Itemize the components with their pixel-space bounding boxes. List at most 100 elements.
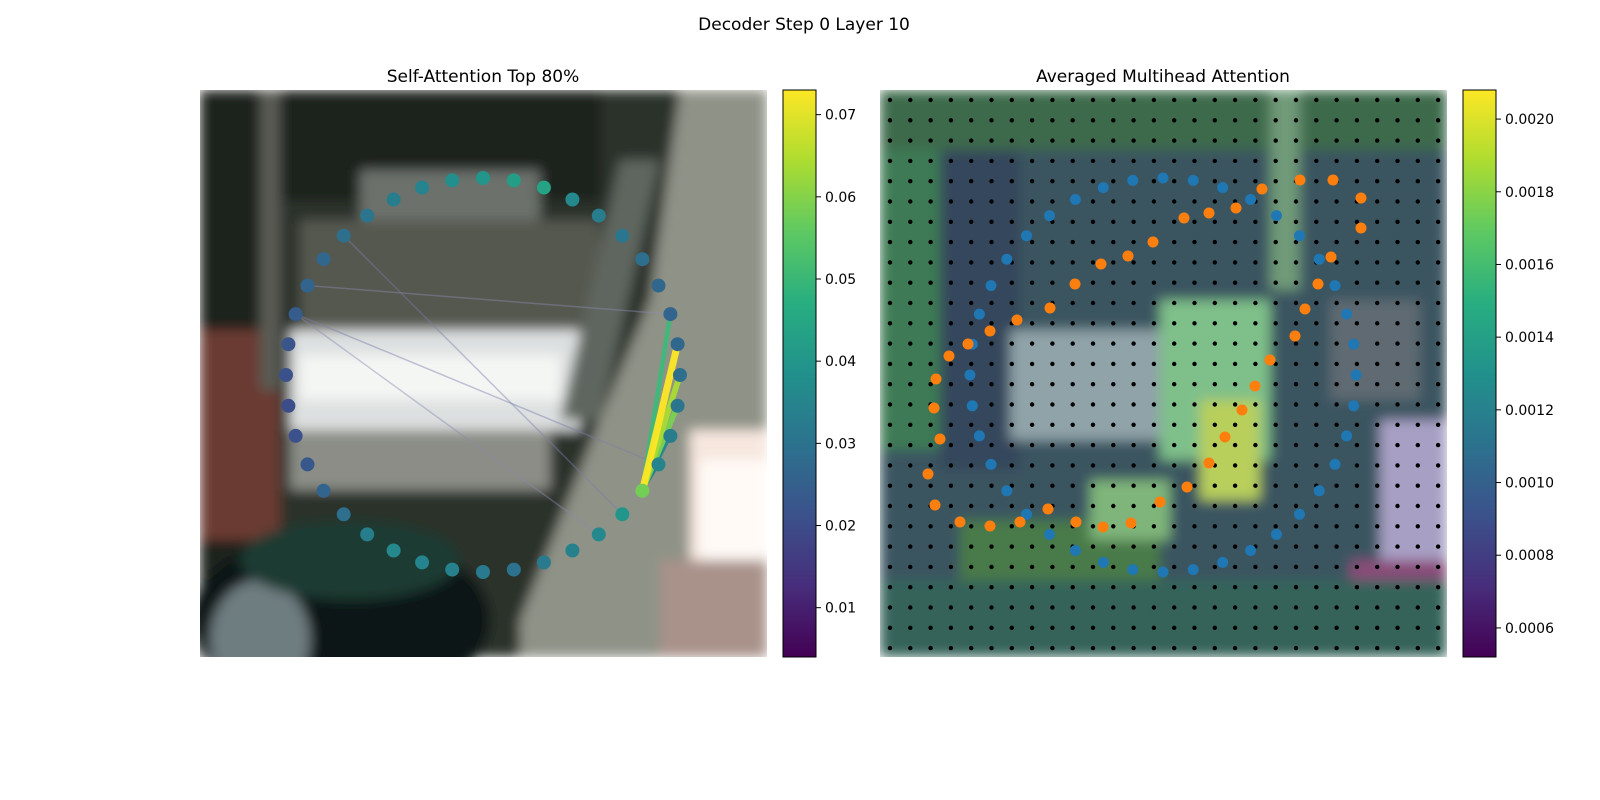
grid-dot	[948, 199, 954, 204]
grid-dot	[948, 280, 954, 285]
grid-dot	[1415, 118, 1421, 123]
query-point	[360, 527, 375, 542]
series-orange-points	[922, 174, 1367, 533]
query-point	[336, 228, 351, 243]
grid-dot	[908, 645, 913, 651]
grid-dot	[1375, 564, 1380, 570]
grid-dot	[1090, 199, 1096, 204]
grid-dot	[1354, 361, 1360, 367]
grid-dot	[1009, 564, 1014, 570]
grid-dot	[1029, 442, 1035, 448]
grid-dot	[1253, 503, 1258, 509]
grid-dot	[1334, 361, 1339, 367]
grid-dot	[1192, 239, 1197, 245]
grid-dot	[1111, 382, 1116, 387]
grid-dot	[948, 524, 954, 529]
grid-dot	[1009, 361, 1014, 367]
grid-dot	[1070, 463, 1075, 468]
grid-dot	[1435, 138, 1441, 143]
grid-dot	[1009, 118, 1014, 123]
grid-dot	[1172, 645, 1177, 651]
grid-dot	[1151, 524, 1157, 529]
grid-dot	[1375, 118, 1380, 123]
grid-dot	[1111, 585, 1116, 590]
grid-dot	[1151, 585, 1157, 590]
grid-dot	[1354, 503, 1360, 509]
grid-dot	[1232, 422, 1238, 427]
blue-point	[1157, 172, 1169, 184]
grid-dot	[1375, 483, 1380, 488]
grid-dot	[1314, 463, 1319, 468]
grid-dot	[1029, 260, 1035, 265]
orange-point	[1014, 516, 1026, 528]
grid-dot	[1293, 138, 1299, 143]
grid-dot	[1375, 442, 1380, 448]
grid-dot	[1172, 605, 1177, 610]
grid-dot	[989, 442, 994, 448]
grid-dot	[948, 300, 954, 306]
colorbar-tick-label: 0.0018	[1505, 185, 1554, 201]
grid-dot	[1375, 341, 1380, 346]
grid-dot	[1395, 422, 1400, 427]
grid-dot	[1070, 402, 1075, 407]
grid-dot	[1314, 382, 1319, 387]
grid-dot	[1131, 503, 1136, 509]
grid-dot	[989, 422, 994, 427]
grid-dot	[1131, 341, 1136, 346]
grid-dot	[1232, 179, 1238, 184]
grid-dot	[1070, 605, 1075, 610]
grid-dot	[1435, 564, 1441, 570]
grid-dot	[969, 239, 974, 245]
blue-point	[1313, 253, 1325, 265]
query-point	[316, 252, 331, 267]
grid-dot	[1253, 585, 1258, 590]
grid-dot	[1212, 503, 1218, 509]
grid-dot	[1050, 524, 1055, 529]
grid-dot	[1253, 138, 1258, 143]
grid-dot	[1111, 158, 1116, 164]
grid-dot	[1314, 239, 1319, 245]
grid-dot	[969, 199, 974, 204]
query-point	[445, 562, 460, 577]
blue-point	[1294, 230, 1305, 242]
grid-dot	[1212, 585, 1218, 590]
grid-dot	[969, 361, 974, 367]
grid-dot	[1395, 645, 1400, 651]
query-point	[565, 192, 580, 207]
grid-dot	[1090, 260, 1096, 265]
blue-point	[1271, 210, 1282, 222]
blue-point	[1217, 182, 1229, 194]
grid-dot	[1070, 564, 1075, 570]
grid-dot	[1415, 97, 1421, 103]
grid-dot	[1435, 118, 1441, 123]
grid-dot	[1172, 138, 1177, 143]
grid-dot	[887, 422, 893, 427]
blue-point	[964, 369, 976, 381]
grid-dot	[1111, 361, 1116, 367]
grid-dot	[1273, 260, 1278, 265]
grid-dot	[1314, 361, 1319, 367]
colorbar-tick-label: 0.04	[825, 354, 856, 370]
blue-point	[1350, 369, 1362, 381]
grid-dot	[969, 524, 974, 529]
grid-dot	[1314, 179, 1319, 184]
grid-dot	[1293, 382, 1299, 387]
grid-dot	[1293, 524, 1299, 529]
grid-dot	[948, 179, 954, 184]
orange-point	[930, 373, 942, 385]
grid-dot	[1111, 118, 1116, 123]
grid-dot	[887, 361, 893, 367]
grid-dot	[908, 260, 913, 265]
grid-dot	[1293, 239, 1299, 245]
grid-dot	[1293, 219, 1299, 224]
grid-dot	[1131, 361, 1136, 367]
query-point	[300, 457, 315, 472]
grid-dot	[1273, 300, 1278, 306]
grid-dot	[1029, 422, 1035, 427]
grid-dot	[1029, 645, 1035, 651]
grid-dot	[1050, 585, 1055, 590]
grid-dot	[948, 544, 954, 549]
grid-dot	[928, 361, 933, 367]
grid-dot	[969, 179, 974, 184]
orange-point	[1181, 481, 1193, 493]
